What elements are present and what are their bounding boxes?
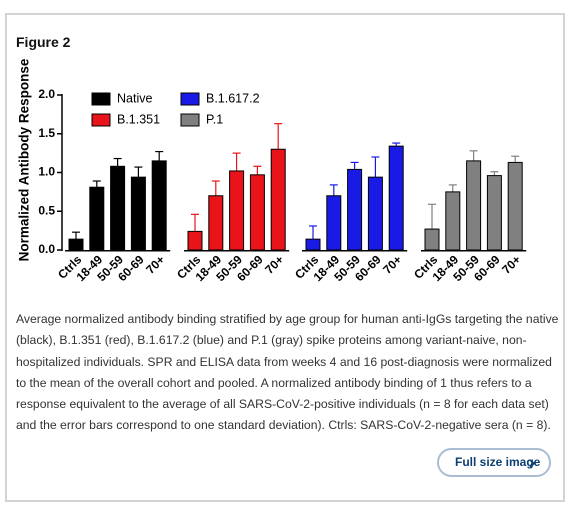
legend-label: B.1.617.2 <box>206 91 260 105</box>
legend-label: B.1.351 <box>117 112 160 126</box>
chart: Normalized Antibody Response 0.0 0.5 1.0 1.… <box>17 58 527 284</box>
y-tick-label: 0.5 <box>38 203 55 217</box>
chevron <box>529 459 535 468</box>
bar <box>270 148 286 251</box>
bar <box>424 228 440 251</box>
bar <box>68 238 84 251</box>
full-size-button[interactable]: Full size image <box>437 448 551 477</box>
bar <box>507 161 523 251</box>
bar <box>151 160 167 251</box>
y-tick-label: 1.5 <box>38 126 55 140</box>
figure-label: Figure 2 <box>16 34 71 50</box>
bar <box>249 174 265 251</box>
legend-swatch <box>91 92 111 106</box>
bar <box>486 175 502 251</box>
bar <box>388 145 404 251</box>
legend-label: P.1 <box>206 112 223 126</box>
x-tick-label: 70+ <box>380 252 404 276</box>
bar <box>208 195 224 251</box>
bar <box>130 176 146 251</box>
figure-card <box>5 13 565 502</box>
y-tick-label: 0.0 <box>38 242 55 256</box>
legend-swatch <box>180 92 200 106</box>
bar <box>305 238 321 251</box>
bar <box>229 170 245 251</box>
button-label: Full size image <box>455 455 541 469</box>
bar <box>187 230 203 251</box>
bar <box>89 186 105 251</box>
bar <box>445 191 461 251</box>
legend-label: Native <box>117 91 152 105</box>
x-tick-label: 70+ <box>499 252 523 276</box>
bar <box>466 160 482 251</box>
y-tick-label: 2.0 <box>38 87 55 101</box>
x-tick-label: 70+ <box>143 252 167 276</box>
bar <box>367 176 383 251</box>
caption: Average normalized antibody binding stra… <box>16 312 559 433</box>
legend-swatch <box>180 113 200 127</box>
bar <box>110 165 126 251</box>
x-tick-label: 70+ <box>262 252 286 276</box>
y-axis-title: Normalized Antibody Response <box>17 58 32 261</box>
legend-swatch <box>91 113 111 127</box>
bar <box>326 195 342 251</box>
bar <box>347 168 363 251</box>
y-tick-label: 1.0 <box>38 165 55 179</box>
